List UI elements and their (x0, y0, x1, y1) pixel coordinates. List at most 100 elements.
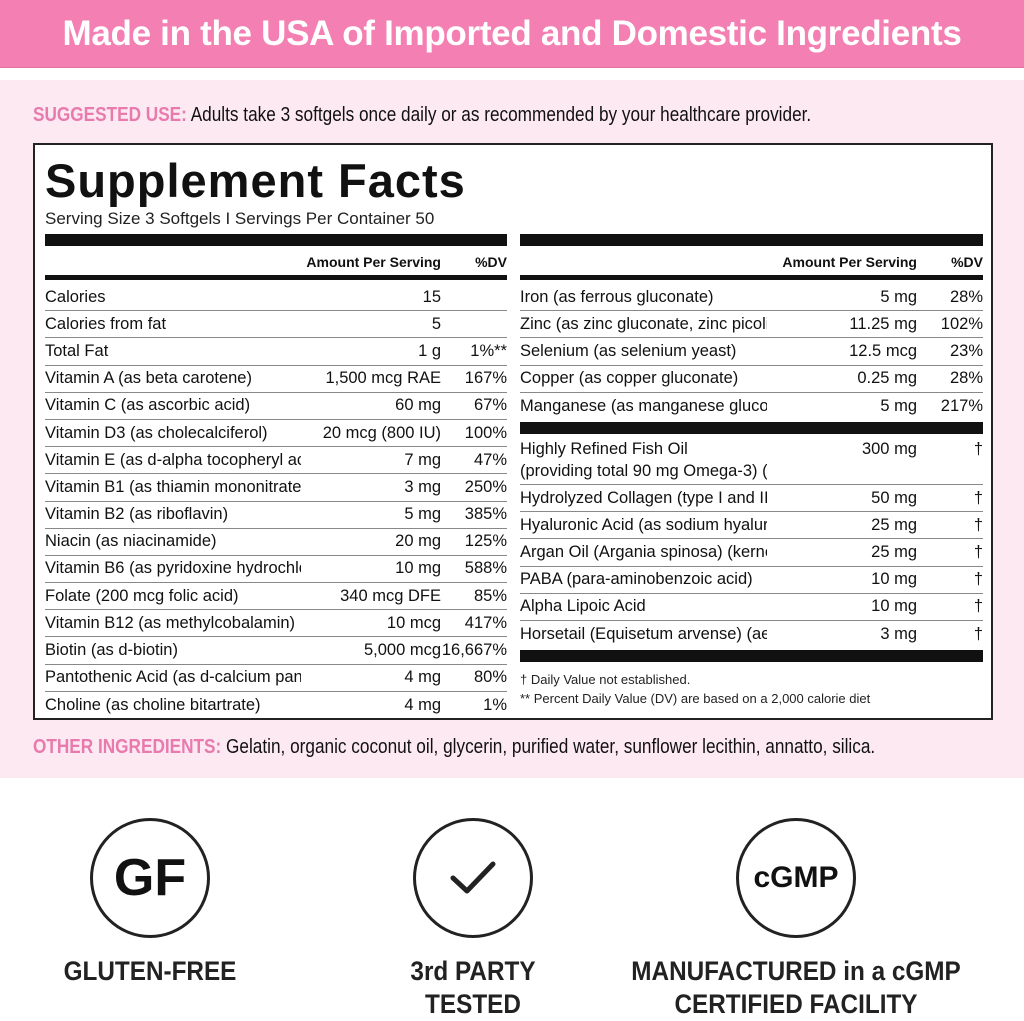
header-dv: %DV (475, 254, 507, 270)
nutrient-name: Vitamin B1 (as thiamin mononitrate) (45, 477, 301, 496)
daily-value: 67% (473, 396, 507, 415)
gf-icon: GF (113, 849, 187, 907)
amount: 10 mg (395, 559, 441, 578)
facts-row: Iron (as ferrous gluconate) 5 mg 28% (520, 284, 983, 312)
nutrient-name: Vitamin E (as d-alpha tocopheryl acetate… (45, 450, 301, 469)
nutrient-name: Alpha Lipoic Acid (520, 597, 646, 616)
daily-value: † (973, 624, 983, 643)
daily-value: 1% (483, 695, 507, 714)
facts-row: Calories 15 (45, 284, 507, 312)
amount: 4 mg (404, 695, 441, 714)
daily-value: 23% (949, 341, 983, 360)
facts-row: Alpha Lipoic Acid 10 mg † (520, 594, 983, 621)
daily-value: 16,667% (441, 641, 507, 660)
daily-value: † (973, 488, 983, 507)
facts-row: Vitamin C (as ascorbic acid) 60 mg 67% (45, 393, 507, 420)
amount: 25 mg (871, 515, 917, 534)
nutrient-name: Argan Oil (Argania spinosa) (kernel) (520, 542, 767, 561)
facts-row: Choline (as choline bitartrate) 4 mg 1% (45, 692, 507, 719)
daily-value: † (973, 439, 983, 458)
supplement-facts-box: Supplement Facts Serving Size 3 Softgels… (33, 143, 993, 720)
nutrient-name: Hyaluronic Acid (as sodium hyaluronate) (520, 515, 767, 534)
facts-row: Vitamin B12 (as methylcobalamin) 10 mcg 41… (45, 610, 507, 638)
daily-value: † (973, 515, 983, 534)
daily-value: 217% (940, 396, 983, 415)
tested-badge (413, 818, 533, 938)
amount: 10 mg (871, 597, 917, 616)
nutrient-name: PABA (para-aminobenzoic acid) (520, 570, 753, 589)
amount: 4 mg (404, 668, 441, 687)
nutrient-name: Vitamin B12 (as methylcobalamin) (45, 613, 296, 632)
header-amount: Amount Per Serving (782, 254, 917, 270)
daily-value: 588% (464, 559, 507, 578)
daily-value: 28% (949, 287, 983, 306)
badge-label: 3rd PARTY TESTED (410, 956, 536, 1019)
facts-row: Vitamin B1 (as thiamin mononitrate) 3 mg 2… (45, 474, 507, 502)
serving-info: Serving Size 3 Softgels I Servings Per C… (45, 209, 435, 228)
facts-row: Hydrolyzed Collagen (type I and III) 50 m… (520, 485, 983, 513)
amount: 10 mg (871, 570, 917, 589)
facts-row: Vitamin B2 (as riboflavin) 5 mg 385% (45, 502, 507, 529)
facts-row: Manganese (as manganese gluconate) 5 mg 21… (520, 393, 983, 420)
amount: 3 mg (404, 477, 441, 496)
nutrient-name: Total Fat (45, 341, 109, 360)
nutrient-name: Vitamin D3 (as cholecalciferol) (45, 423, 268, 442)
facts-row: Vitamin E (as d-alpha tocopheryl acetate… (45, 447, 507, 475)
gluten-free-badge: GF (90, 818, 210, 938)
suggested-use: SUGGESTED USE: Adults take 3 softgels on… (33, 104, 812, 126)
amount: 5 mg (404, 505, 441, 524)
amount: 12.5 mcg (849, 341, 917, 360)
nutrient-name: Iron (as ferrous gluconate) (520, 287, 714, 306)
facts-row: Hyaluronic Acid (as sodium hyaluronate) 2… (520, 512, 983, 540)
daily-value: 417% (464, 613, 507, 632)
daily-value: † (973, 570, 983, 589)
nutrient-name: Pantothenic Acid (as d-calcium pantothen… (45, 668, 301, 687)
amount: 50 mg (871, 488, 917, 507)
badge-label: MANUFACTURED in a cGMP CERTIFIED FACILITY (631, 956, 961, 1019)
footnote-dagger: † Daily Value not established. (520, 672, 691, 688)
nutrient-name: Vitamin C (as ascorbic acid) (45, 396, 251, 415)
nutrient-name: Calories (45, 287, 106, 306)
facts-row: Highly Refined Fish Oil (providing total… (520, 435, 983, 485)
amount: 5 (431, 314, 441, 333)
nutrient-name: Vitamin B2 (as riboflavin) (45, 505, 229, 524)
daily-value: 28% (949, 369, 983, 388)
nutrient-name: Zinc (as zinc gluconate, zinc picolinate… (520, 314, 767, 333)
amount: 5 mg (880, 396, 917, 415)
nutrient-name: Niacin (as niacinamide) (45, 532, 217, 551)
amount: 10 mcg (386, 613, 441, 632)
nutrient-name: Vitamin A (as beta carotene) (45, 369, 252, 388)
badge-label: GLUTEN-FREE (63, 956, 237, 986)
daily-value: 167% (464, 369, 507, 388)
facts-row: Vitamin B6 (as pyridoxine hydrochloride)… (45, 556, 507, 584)
amount: 5,000 mcg (363, 641, 441, 660)
amount: 60 mg (395, 396, 441, 415)
amount: 3 mg (880, 624, 917, 643)
daily-value: 385% (464, 505, 507, 524)
facts-row: Calories from fat 5 (45, 311, 507, 339)
nutrient-name: Hydrolyzed Collagen (type I and III) (520, 488, 767, 507)
daily-value: 250% (464, 477, 507, 496)
nutrient-name: Horsetail (Equisetum arvense) (aerial) (520, 624, 767, 643)
header-dv: %DV (951, 254, 983, 270)
amount: 20 mg (395, 532, 441, 551)
amount: 5 mg (880, 287, 917, 306)
amount: 15 (422, 287, 441, 306)
other-ingredients: OTHER INGREDIENTS: Gelatin, organic coco… (33, 736, 876, 758)
daily-value: 1%** (470, 341, 507, 360)
amount: 11.25 mg (849, 314, 917, 333)
facts-row: Pantothenic Acid (as d-calcium pantothen… (45, 665, 507, 692)
nutrient-name: Calories from fat (45, 314, 167, 333)
facts-row: Total Fat 1 g 1%** (45, 338, 507, 366)
nutrient-name: Manganese (as manganese gluconate) (520, 396, 767, 415)
cgmp-icon: cGMP (753, 861, 839, 894)
nutrient-name: Folate (200 mcg folic acid) (45, 586, 239, 605)
nutrient-name: Vitamin B6 (as pyridoxine hydrochloride) (45, 559, 301, 578)
cgmp-badge: cGMP (736, 818, 856, 938)
facts-row: PABA (para-aminobenzoic acid) 10 mg † (520, 567, 983, 594)
daily-value: † (973, 542, 983, 561)
nutrient-name: Biotin (as d-biotin) (45, 641, 178, 660)
nutrient-name: Copper (as copper gluconate) (520, 369, 739, 388)
facts-row: Niacin (as niacinamide) 20 mg 125% (45, 529, 507, 556)
left-column: Amount Per Serving %DV Calories 15 Calories… (45, 234, 507, 719)
